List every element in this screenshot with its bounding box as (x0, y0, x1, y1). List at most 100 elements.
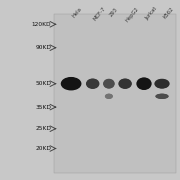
Ellipse shape (69, 82, 73, 86)
Text: 120KD: 120KD (32, 22, 51, 27)
Ellipse shape (63, 78, 79, 89)
Ellipse shape (86, 79, 99, 89)
Text: K562: K562 (162, 6, 174, 20)
Ellipse shape (67, 80, 75, 87)
Ellipse shape (105, 94, 113, 99)
Ellipse shape (64, 79, 78, 89)
Ellipse shape (154, 79, 170, 89)
Ellipse shape (160, 82, 164, 86)
Bar (54, 14, 176, 173)
Ellipse shape (123, 82, 127, 86)
Ellipse shape (104, 79, 114, 88)
Ellipse shape (156, 79, 168, 88)
Ellipse shape (139, 79, 149, 88)
Ellipse shape (106, 94, 112, 98)
Text: MCF-7: MCF-7 (93, 6, 107, 22)
Ellipse shape (106, 81, 112, 86)
Ellipse shape (122, 80, 129, 87)
Ellipse shape (108, 95, 110, 97)
Ellipse shape (138, 79, 150, 89)
Ellipse shape (140, 80, 148, 87)
Ellipse shape (161, 95, 163, 97)
Ellipse shape (69, 81, 73, 86)
Ellipse shape (107, 95, 111, 98)
Ellipse shape (156, 80, 168, 88)
Ellipse shape (119, 79, 131, 89)
Ellipse shape (87, 80, 98, 88)
Ellipse shape (107, 82, 111, 86)
Text: Jurkat: Jurkat (144, 6, 158, 21)
Ellipse shape (89, 80, 96, 87)
Ellipse shape (120, 80, 130, 88)
Ellipse shape (104, 80, 113, 88)
Ellipse shape (139, 79, 149, 88)
Ellipse shape (158, 81, 166, 87)
Ellipse shape (87, 79, 98, 88)
Ellipse shape (108, 82, 110, 85)
Text: 90KD: 90KD (35, 45, 51, 50)
Ellipse shape (120, 80, 130, 88)
Ellipse shape (89, 80, 97, 87)
Ellipse shape (106, 94, 111, 98)
Ellipse shape (66, 80, 77, 88)
Ellipse shape (91, 82, 94, 86)
Ellipse shape (91, 82, 95, 86)
Text: HepG2: HepG2 (125, 6, 140, 23)
Ellipse shape (103, 79, 114, 88)
Ellipse shape (157, 80, 167, 87)
Ellipse shape (141, 81, 147, 87)
Text: 293: 293 (109, 6, 119, 17)
Text: 20KD: 20KD (35, 146, 51, 151)
Ellipse shape (157, 80, 167, 87)
Ellipse shape (119, 79, 131, 88)
Ellipse shape (68, 81, 74, 87)
Ellipse shape (92, 82, 94, 85)
Ellipse shape (65, 79, 77, 88)
Ellipse shape (160, 82, 164, 86)
Ellipse shape (107, 95, 111, 98)
Ellipse shape (142, 81, 146, 86)
Ellipse shape (90, 81, 95, 86)
Ellipse shape (155, 94, 169, 99)
Ellipse shape (138, 78, 150, 89)
Ellipse shape (143, 82, 145, 85)
Ellipse shape (160, 95, 164, 97)
Ellipse shape (157, 94, 167, 98)
Ellipse shape (123, 82, 127, 86)
Ellipse shape (62, 77, 81, 90)
Ellipse shape (105, 80, 113, 87)
Ellipse shape (137, 78, 151, 90)
Ellipse shape (106, 94, 112, 98)
Ellipse shape (136, 77, 152, 90)
Ellipse shape (88, 80, 97, 88)
Ellipse shape (159, 95, 165, 98)
Ellipse shape (142, 81, 146, 86)
Ellipse shape (106, 81, 112, 87)
Ellipse shape (66, 80, 76, 87)
Ellipse shape (108, 82, 110, 86)
Ellipse shape (118, 78, 132, 89)
Ellipse shape (108, 95, 109, 97)
Ellipse shape (159, 81, 165, 86)
Ellipse shape (105, 80, 112, 87)
Ellipse shape (90, 81, 96, 87)
Text: 50KD: 50KD (35, 81, 51, 86)
Ellipse shape (158, 94, 166, 98)
Ellipse shape (156, 94, 168, 99)
Text: 25KD: 25KD (35, 126, 51, 131)
Ellipse shape (161, 82, 163, 85)
Text: 35KD: 35KD (35, 105, 51, 110)
Ellipse shape (62, 78, 80, 90)
Ellipse shape (140, 80, 148, 88)
Ellipse shape (156, 94, 168, 99)
Ellipse shape (121, 80, 129, 87)
Ellipse shape (155, 79, 169, 88)
Text: Hela: Hela (71, 6, 83, 19)
Ellipse shape (159, 95, 165, 98)
Ellipse shape (61, 77, 81, 90)
Ellipse shape (86, 78, 99, 89)
Ellipse shape (158, 81, 166, 86)
Ellipse shape (123, 81, 128, 86)
Ellipse shape (107, 95, 111, 98)
Ellipse shape (105, 94, 113, 99)
